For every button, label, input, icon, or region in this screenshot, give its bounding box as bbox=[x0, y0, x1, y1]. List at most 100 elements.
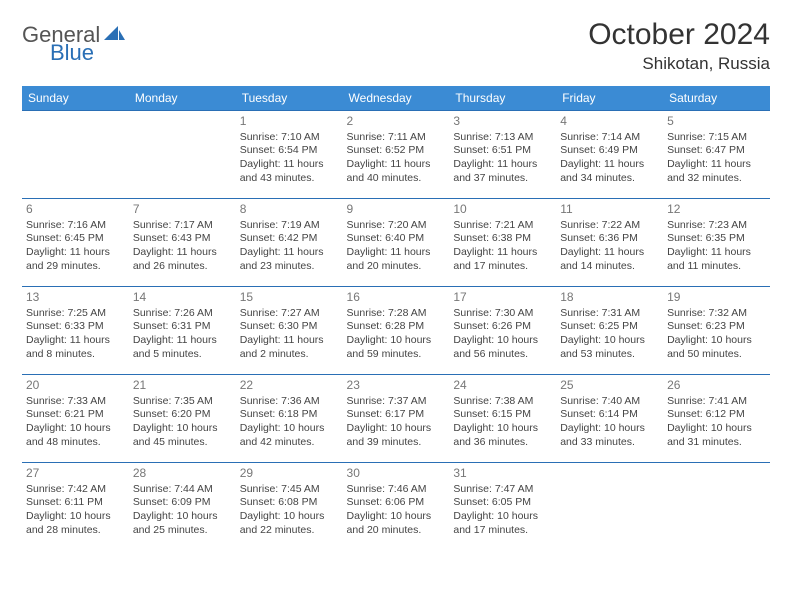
calendar-body: 1Sunrise: 7:10 AMSunset: 6:54 PMDaylight… bbox=[22, 111, 770, 551]
sunset-line: Sunset: 6:21 PM bbox=[26, 408, 125, 422]
sunset-line: Sunset: 6:09 PM bbox=[133, 496, 232, 510]
daylight-line: Daylight: 11 hours and 32 minutes. bbox=[667, 158, 766, 185]
day-number: 31 bbox=[453, 466, 552, 482]
day-number: 10 bbox=[453, 202, 552, 218]
day-header: Monday bbox=[129, 86, 236, 111]
daylight-line: Daylight: 10 hours and 20 minutes. bbox=[347, 510, 446, 537]
day-cell: 16Sunrise: 7:28 AMSunset: 6:28 PMDayligh… bbox=[343, 287, 450, 375]
day-cell: 27Sunrise: 7:42 AMSunset: 6:11 PMDayligh… bbox=[22, 463, 129, 551]
day-header: Friday bbox=[556, 86, 663, 111]
sunset-line: Sunset: 6:54 PM bbox=[240, 144, 339, 158]
day-cell: 7Sunrise: 7:17 AMSunset: 6:43 PMDaylight… bbox=[129, 199, 236, 287]
day-cell: 2Sunrise: 7:11 AMSunset: 6:52 PMDaylight… bbox=[343, 111, 450, 199]
day-cell: 1Sunrise: 7:10 AMSunset: 6:54 PMDaylight… bbox=[236, 111, 343, 199]
sunrise-line: Sunrise: 7:37 AM bbox=[347, 395, 446, 409]
day-number: 14 bbox=[133, 290, 232, 306]
day-cell: 9Sunrise: 7:20 AMSunset: 6:40 PMDaylight… bbox=[343, 199, 450, 287]
daylight-line: Daylight: 10 hours and 53 minutes. bbox=[560, 334, 659, 361]
day-cell bbox=[129, 111, 236, 199]
daylight-line: Daylight: 10 hours and 59 minutes. bbox=[347, 334, 446, 361]
day-cell: 5Sunrise: 7:15 AMSunset: 6:47 PMDaylight… bbox=[663, 111, 770, 199]
day-cell: 19Sunrise: 7:32 AMSunset: 6:23 PMDayligh… bbox=[663, 287, 770, 375]
day-cell bbox=[663, 463, 770, 551]
day-header-row: SundayMondayTuesdayWednesdayThursdayFrid… bbox=[22, 86, 770, 111]
sunset-line: Sunset: 6:06 PM bbox=[347, 496, 446, 510]
sunset-line: Sunset: 6:20 PM bbox=[133, 408, 232, 422]
week-row: 20Sunrise: 7:33 AMSunset: 6:21 PMDayligh… bbox=[22, 375, 770, 463]
sunrise-line: Sunrise: 7:45 AM bbox=[240, 483, 339, 497]
sunset-line: Sunset: 6:14 PM bbox=[560, 408, 659, 422]
month-title: October 2024 bbox=[588, 18, 770, 52]
sunset-line: Sunset: 6:30 PM bbox=[240, 320, 339, 334]
logo: GeneralBlue bbox=[22, 24, 126, 64]
sunrise-line: Sunrise: 7:21 AM bbox=[453, 219, 552, 233]
sunrise-line: Sunrise: 7:42 AM bbox=[26, 483, 125, 497]
page-header: GeneralBlue October 2024 Shikotan, Russi… bbox=[22, 18, 770, 74]
day-number: 7 bbox=[133, 202, 232, 218]
day-cell bbox=[22, 111, 129, 199]
sunrise-line: Sunrise: 7:28 AM bbox=[347, 307, 446, 321]
day-number: 11 bbox=[560, 202, 659, 218]
sunrise-line: Sunrise: 7:20 AM bbox=[347, 219, 446, 233]
daylight-line: Daylight: 10 hours and 50 minutes. bbox=[667, 334, 766, 361]
day-number: 29 bbox=[240, 466, 339, 482]
day-number: 1 bbox=[240, 114, 339, 130]
sunrise-line: Sunrise: 7:44 AM bbox=[133, 483, 232, 497]
day-cell: 20Sunrise: 7:33 AMSunset: 6:21 PMDayligh… bbox=[22, 375, 129, 463]
sunrise-line: Sunrise: 7:35 AM bbox=[133, 395, 232, 409]
day-header: Saturday bbox=[663, 86, 770, 111]
day-number: 27 bbox=[26, 466, 125, 482]
location: Shikotan, Russia bbox=[588, 54, 770, 74]
day-cell: 30Sunrise: 7:46 AMSunset: 6:06 PMDayligh… bbox=[343, 463, 450, 551]
sunrise-line: Sunrise: 7:47 AM bbox=[453, 483, 552, 497]
day-number: 8 bbox=[240, 202, 339, 218]
sunrise-line: Sunrise: 7:33 AM bbox=[26, 395, 125, 409]
sunset-line: Sunset: 6:31 PM bbox=[133, 320, 232, 334]
day-cell: 6Sunrise: 7:16 AMSunset: 6:45 PMDaylight… bbox=[22, 199, 129, 287]
sunset-line: Sunset: 6:38 PM bbox=[453, 232, 552, 246]
daylight-line: Daylight: 11 hours and 26 minutes. bbox=[133, 246, 232, 273]
sunset-line: Sunset: 6:25 PM bbox=[560, 320, 659, 334]
day-cell: 28Sunrise: 7:44 AMSunset: 6:09 PMDayligh… bbox=[129, 463, 236, 551]
sunset-line: Sunset: 6:11 PM bbox=[26, 496, 125, 510]
daylight-line: Daylight: 10 hours and 42 minutes. bbox=[240, 422, 339, 449]
sunrise-line: Sunrise: 7:25 AM bbox=[26, 307, 125, 321]
sunset-line: Sunset: 6:05 PM bbox=[453, 496, 552, 510]
daylight-line: Daylight: 10 hours and 48 minutes. bbox=[26, 422, 125, 449]
daylight-line: Daylight: 10 hours and 33 minutes. bbox=[560, 422, 659, 449]
sunset-line: Sunset: 6:17 PM bbox=[347, 408, 446, 422]
sunset-line: Sunset: 6:35 PM bbox=[667, 232, 766, 246]
daylight-line: Daylight: 11 hours and 5 minutes. bbox=[133, 334, 232, 361]
day-header: Sunday bbox=[22, 86, 129, 111]
sunset-line: Sunset: 6:47 PM bbox=[667, 144, 766, 158]
day-number: 21 bbox=[133, 378, 232, 394]
sunrise-line: Sunrise: 7:32 AM bbox=[667, 307, 766, 321]
day-number: 20 bbox=[26, 378, 125, 394]
sunrise-line: Sunrise: 7:46 AM bbox=[347, 483, 446, 497]
sunset-line: Sunset: 6:42 PM bbox=[240, 232, 339, 246]
day-cell: 24Sunrise: 7:38 AMSunset: 6:15 PMDayligh… bbox=[449, 375, 556, 463]
sunset-line: Sunset: 6:12 PM bbox=[667, 408, 766, 422]
sunrise-line: Sunrise: 7:16 AM bbox=[26, 219, 125, 233]
day-number: 30 bbox=[347, 466, 446, 482]
day-number: 23 bbox=[347, 378, 446, 394]
day-cell: 3Sunrise: 7:13 AMSunset: 6:51 PMDaylight… bbox=[449, 111, 556, 199]
daylight-line: Daylight: 11 hours and 43 minutes. bbox=[240, 158, 339, 185]
sunrise-line: Sunrise: 7:17 AM bbox=[133, 219, 232, 233]
week-row: 6Sunrise: 7:16 AMSunset: 6:45 PMDaylight… bbox=[22, 199, 770, 287]
day-number: 4 bbox=[560, 114, 659, 130]
sunrise-line: Sunrise: 7:38 AM bbox=[453, 395, 552, 409]
daylight-line: Daylight: 11 hours and 23 minutes. bbox=[240, 246, 339, 273]
week-row: 27Sunrise: 7:42 AMSunset: 6:11 PM Dayligh… bbox=[22, 463, 770, 551]
daylight-line: Daylight: 11 hours and 8 minutes. bbox=[26, 334, 125, 361]
week-row: 13Sunrise: 7:25 AMSunset: 6:33 PMDayligh… bbox=[22, 287, 770, 375]
day-cell: 23Sunrise: 7:37 AMSunset: 6:17 PMDayligh… bbox=[343, 375, 450, 463]
calendar-table: SundayMondayTuesdayWednesdayThursdayFrid… bbox=[22, 86, 770, 551]
day-number: 16 bbox=[347, 290, 446, 306]
sunrise-line: Sunrise: 7:13 AM bbox=[453, 131, 552, 145]
sunset-line: Sunset: 6:23 PM bbox=[667, 320, 766, 334]
daylight-line: Daylight: 11 hours and 37 minutes. bbox=[453, 158, 552, 185]
sunrise-line: Sunrise: 7:36 AM bbox=[240, 395, 339, 409]
day-number: 12 bbox=[667, 202, 766, 218]
sunrise-line: Sunrise: 7:27 AM bbox=[240, 307, 339, 321]
